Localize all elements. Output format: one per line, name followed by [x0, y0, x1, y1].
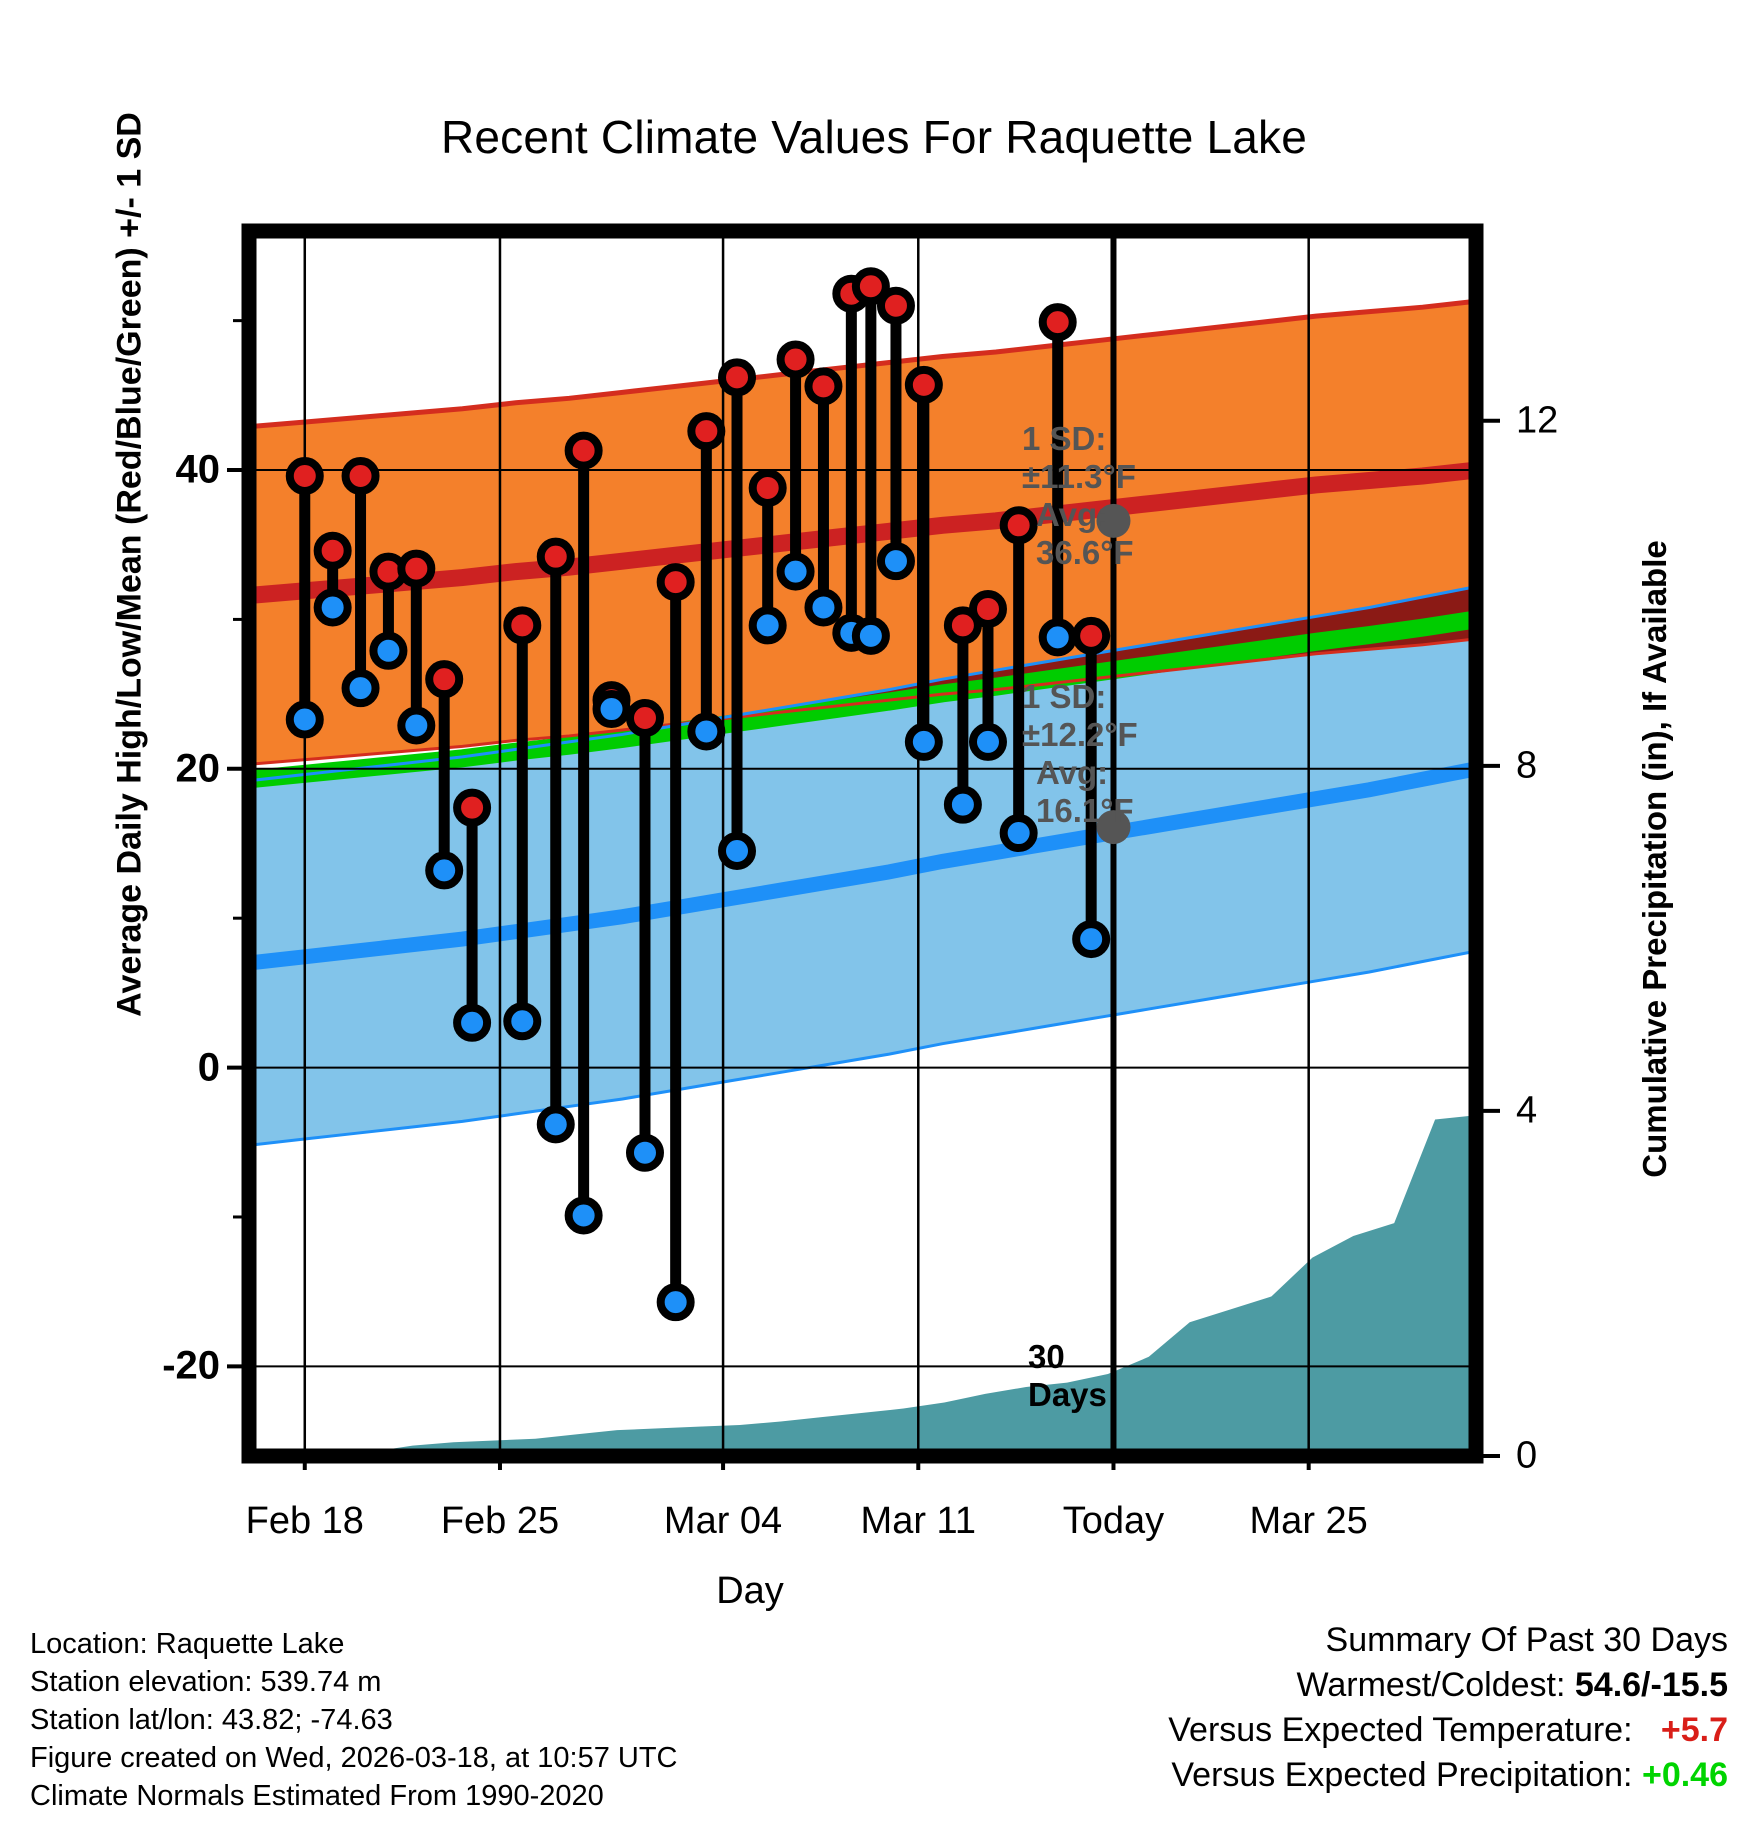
footer-location: Location: Raquette Lake — [30, 1628, 345, 1660]
high-avg-label: Avg: — [1036, 496, 1109, 533]
precip-anomaly-value: +0.46 — [1641, 1756, 1728, 1794]
y-tick-right-0: 0 — [1516, 1434, 1538, 1477]
low-avg-annotation: Avg: 16.1°F — [1036, 754, 1134, 830]
low-sd-label: 1 SD: — [1022, 678, 1107, 715]
daily-range-stems — [285, 267, 1131, 1322]
axis-ticks — [227, 319, 1500, 1470]
high-sd-label: 1 SD: — [1022, 420, 1107, 457]
x-tick-mar-04: Mar 04 — [663, 1500, 783, 1542]
temp-anomaly-value: +5.7 — [1660, 1711, 1728, 1749]
warmest-coldest-value: 54.6/-15.5 — [1574, 1666, 1728, 1704]
days-word: Days — [1028, 1376, 1107, 1413]
footer-elevation: Station elevation: 539.74 m — [30, 1666, 382, 1698]
y-tick-right-4: 4 — [1516, 1089, 1538, 1132]
y-tick-40: 40 — [175, 447, 221, 492]
axes-frame — [241, 223, 1484, 1464]
high-avg-value: 36.6°F — [1036, 534, 1134, 571]
y-tick-0: 0 — [197, 1045, 220, 1090]
y-tick-right-8: 8 — [1516, 744, 1538, 787]
y-tick-20: 20 — [175, 746, 221, 791]
warmest-coldest-label: Warmest/Coldest: — [1296, 1666, 1575, 1704]
thirty-days-marker: 30 Days — [1028, 1338, 1107, 1414]
footer-created: Figure created on Wed, 2026-03-18, at 10… — [30, 1742, 678, 1774]
low-avg-label: Avg: — [1036, 754, 1109, 791]
temp-anomaly-label: Versus Expected Temperature: — [1168, 1711, 1633, 1749]
summary-title: Summary Of Past 30 Days — [1325, 1621, 1728, 1659]
summary-panel: Summary Of Past 30 Days Warmest/Coldest:… — [1168, 1618, 1728, 1798]
precip-anomaly-row: Versus Expected Precipitation: +0.46 — [1168, 1753, 1728, 1798]
low-stats-annotation: 1 SD: ±12.2°F — [1022, 678, 1138, 754]
high-avg-annotation: Avg: 36.6°F — [1036, 496, 1134, 572]
x-tick-mar-25: Mar 25 — [1249, 1500, 1368, 1542]
precip-anomaly-label: Versus Expected Precipitation: — [1171, 1756, 1633, 1794]
y-tick-right-12: 12 — [1516, 399, 1559, 442]
days-count: 30 — [1028, 1338, 1065, 1375]
station-info: Location: Raquette Lake Station elevatio… — [30, 1625, 678, 1815]
precipitation-area — [249, 1115, 1476, 1456]
y-tick--20: -20 — [162, 1343, 220, 1388]
temp-anomaly-row: Versus Expected Temperature: +5.7 — [1168, 1708, 1728, 1753]
x-tick-feb-18: Feb 18 — [245, 1500, 364, 1542]
footer-normals: Climate Normals Estimated From 1990-2020 — [30, 1780, 604, 1812]
high-stats-annotation: 1 SD: ±11.3°F — [1022, 420, 1136, 496]
low-sd-value: ±12.2°F — [1022, 716, 1138, 753]
low-avg-value: 16.1°F — [1036, 792, 1134, 829]
footer-latlon: Station lat/lon: 43.82; -74.63 — [30, 1704, 393, 1736]
x-tick-mar-11: Mar 11 — [860, 1500, 976, 1542]
chart-title: Recent Climate Values For Raquette Lake — [440, 111, 1308, 163]
x-tick-feb-25: Feb 25 — [440, 1500, 560, 1542]
high-sd-value: ±11.3°F — [1022, 458, 1136, 495]
x-axis-label: Day — [716, 1570, 784, 1612]
warmest-coldest-row: Warmest/Coldest: 54.6/-15.5 — [1168, 1663, 1728, 1708]
x-tick-today: Today — [1062, 1500, 1165, 1542]
